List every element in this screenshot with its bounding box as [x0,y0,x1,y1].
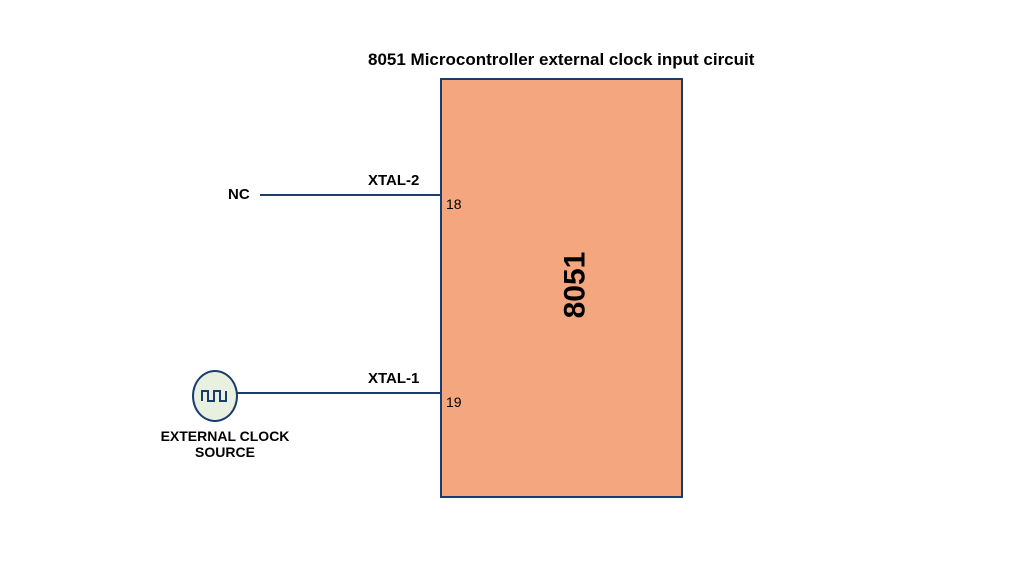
wire-xtal2 [260,194,440,196]
nc-label: NC [228,186,250,203]
pin-label-xtal1: XTAL-1 [368,370,419,387]
pin-label-xtal2: XTAL-2 [368,172,419,189]
clock-source-label-line1: EXTERNAL CLOCK [161,428,290,444]
clock-source-label: EXTERNAL CLOCK SOURCE [150,428,300,460]
chip-label: 8051 [558,252,592,319]
pin-number-18: 18 [446,196,462,212]
square-wave-icon [200,389,230,403]
pin-number-19: 19 [446,394,462,410]
wire-xtal1 [232,392,440,394]
diagram-title: 8051 Microcontroller external clock inpu… [368,50,754,70]
clock-source-label-line2: SOURCE [195,444,255,460]
